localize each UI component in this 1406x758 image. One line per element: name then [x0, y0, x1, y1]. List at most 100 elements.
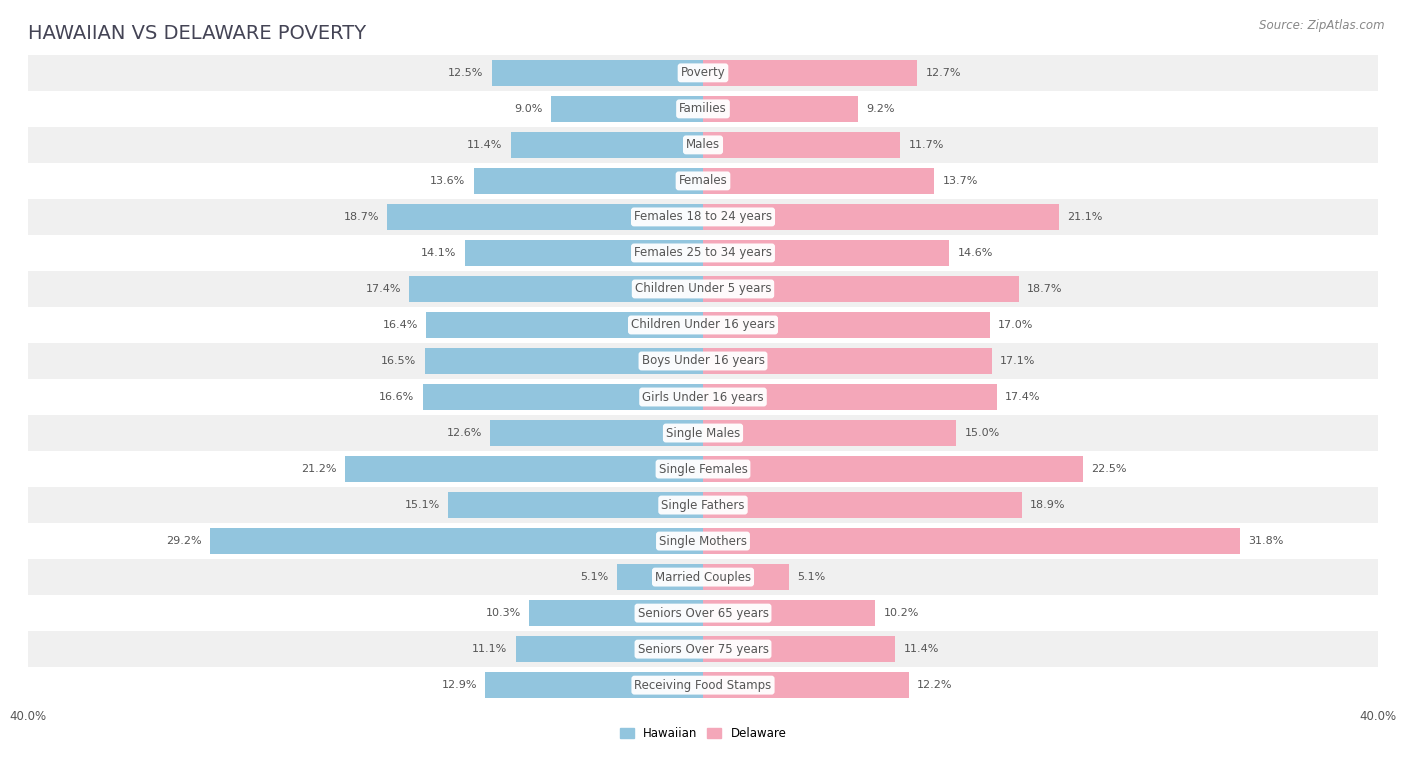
Text: Source: ZipAtlas.com: Source: ZipAtlas.com — [1260, 19, 1385, 32]
Bar — [28, 127, 1378, 163]
Text: Females: Females — [679, 174, 727, 187]
Text: 10.3%: 10.3% — [485, 608, 520, 618]
Bar — [346, 456, 703, 482]
Text: Married Couples: Married Couples — [655, 571, 751, 584]
Text: Children Under 5 years: Children Under 5 years — [634, 283, 772, 296]
Bar — [28, 199, 1378, 235]
Text: 18.7%: 18.7% — [1026, 284, 1063, 294]
Text: 17.4%: 17.4% — [366, 284, 401, 294]
Text: HAWAIIAN VS DELAWARE POVERTY: HAWAIIAN VS DELAWARE POVERTY — [28, 24, 366, 43]
Text: 17.1%: 17.1% — [1000, 356, 1035, 366]
Text: 21.1%: 21.1% — [1067, 212, 1102, 222]
Bar — [703, 384, 997, 410]
Text: 16.6%: 16.6% — [380, 392, 415, 402]
Text: 5.1%: 5.1% — [581, 572, 609, 582]
Bar — [28, 595, 1378, 631]
Bar — [551, 96, 703, 122]
Bar — [28, 559, 1378, 595]
Text: 11.7%: 11.7% — [908, 140, 945, 150]
Bar — [703, 456, 1083, 482]
Text: 13.6%: 13.6% — [430, 176, 465, 186]
Bar — [465, 240, 703, 266]
Bar — [388, 204, 703, 230]
Text: 15.0%: 15.0% — [965, 428, 1000, 438]
Text: 17.4%: 17.4% — [1005, 392, 1040, 402]
Text: 9.0%: 9.0% — [515, 104, 543, 114]
Text: 29.2%: 29.2% — [166, 536, 202, 546]
Bar — [703, 168, 934, 194]
Text: Males: Males — [686, 139, 720, 152]
Bar — [409, 276, 703, 302]
Text: 11.1%: 11.1% — [472, 644, 508, 654]
Bar — [529, 600, 703, 626]
Bar — [491, 420, 703, 446]
Bar — [28, 451, 1378, 487]
Bar — [703, 564, 789, 590]
Text: Seniors Over 75 years: Seniors Over 75 years — [637, 643, 769, 656]
Text: 11.4%: 11.4% — [467, 140, 502, 150]
Bar — [211, 528, 703, 554]
Text: Girls Under 16 years: Girls Under 16 years — [643, 390, 763, 403]
Text: 9.2%: 9.2% — [866, 104, 896, 114]
Text: Single Mothers: Single Mothers — [659, 534, 747, 547]
Text: Single Males: Single Males — [666, 427, 740, 440]
Bar — [510, 132, 703, 158]
Bar — [28, 55, 1378, 91]
Text: 21.2%: 21.2% — [301, 464, 337, 474]
Bar — [423, 384, 703, 410]
Bar — [28, 631, 1378, 667]
Bar — [425, 348, 703, 374]
Bar — [28, 487, 1378, 523]
Bar — [474, 168, 703, 194]
Bar — [449, 492, 703, 518]
Text: Receiving Food Stamps: Receiving Food Stamps — [634, 678, 772, 691]
Bar — [516, 636, 703, 662]
Bar — [703, 312, 990, 338]
Bar — [703, 672, 908, 698]
Text: Poverty: Poverty — [681, 67, 725, 80]
Bar — [28, 163, 1378, 199]
Text: 12.6%: 12.6% — [447, 428, 482, 438]
Text: 18.9%: 18.9% — [1031, 500, 1066, 510]
Bar — [492, 60, 703, 86]
Text: 17.0%: 17.0% — [998, 320, 1033, 330]
Bar — [28, 271, 1378, 307]
Bar — [617, 564, 703, 590]
Bar — [703, 492, 1022, 518]
Text: Seniors Over 65 years: Seniors Over 65 years — [637, 606, 769, 619]
Text: Single Females: Single Females — [658, 462, 748, 475]
Bar — [703, 132, 900, 158]
Text: 12.5%: 12.5% — [449, 68, 484, 78]
Bar — [703, 240, 949, 266]
Text: 10.2%: 10.2% — [883, 608, 920, 618]
Text: 18.7%: 18.7% — [343, 212, 380, 222]
Text: Females 25 to 34 years: Females 25 to 34 years — [634, 246, 772, 259]
Text: 12.7%: 12.7% — [925, 68, 962, 78]
Bar — [28, 91, 1378, 127]
Text: 22.5%: 22.5% — [1091, 464, 1126, 474]
Legend: Hawaiian, Delaware: Hawaiian, Delaware — [614, 722, 792, 744]
Bar — [28, 667, 1378, 703]
Text: 14.1%: 14.1% — [422, 248, 457, 258]
Text: 13.7%: 13.7% — [942, 176, 979, 186]
Text: Boys Under 16 years: Boys Under 16 years — [641, 355, 765, 368]
Bar — [28, 523, 1378, 559]
Bar — [485, 672, 703, 698]
Bar — [28, 235, 1378, 271]
Text: 15.1%: 15.1% — [405, 500, 440, 510]
Text: Families: Families — [679, 102, 727, 115]
Text: 5.1%: 5.1% — [797, 572, 825, 582]
Text: 16.5%: 16.5% — [381, 356, 416, 366]
Text: 11.4%: 11.4% — [904, 644, 939, 654]
Bar — [426, 312, 703, 338]
Bar — [28, 379, 1378, 415]
Bar — [28, 343, 1378, 379]
Bar — [28, 415, 1378, 451]
Text: 12.9%: 12.9% — [441, 680, 477, 690]
Bar — [703, 600, 875, 626]
Text: 16.4%: 16.4% — [382, 320, 418, 330]
Text: Children Under 16 years: Children Under 16 years — [631, 318, 775, 331]
Bar — [28, 307, 1378, 343]
Bar — [703, 528, 1240, 554]
Bar — [703, 636, 896, 662]
